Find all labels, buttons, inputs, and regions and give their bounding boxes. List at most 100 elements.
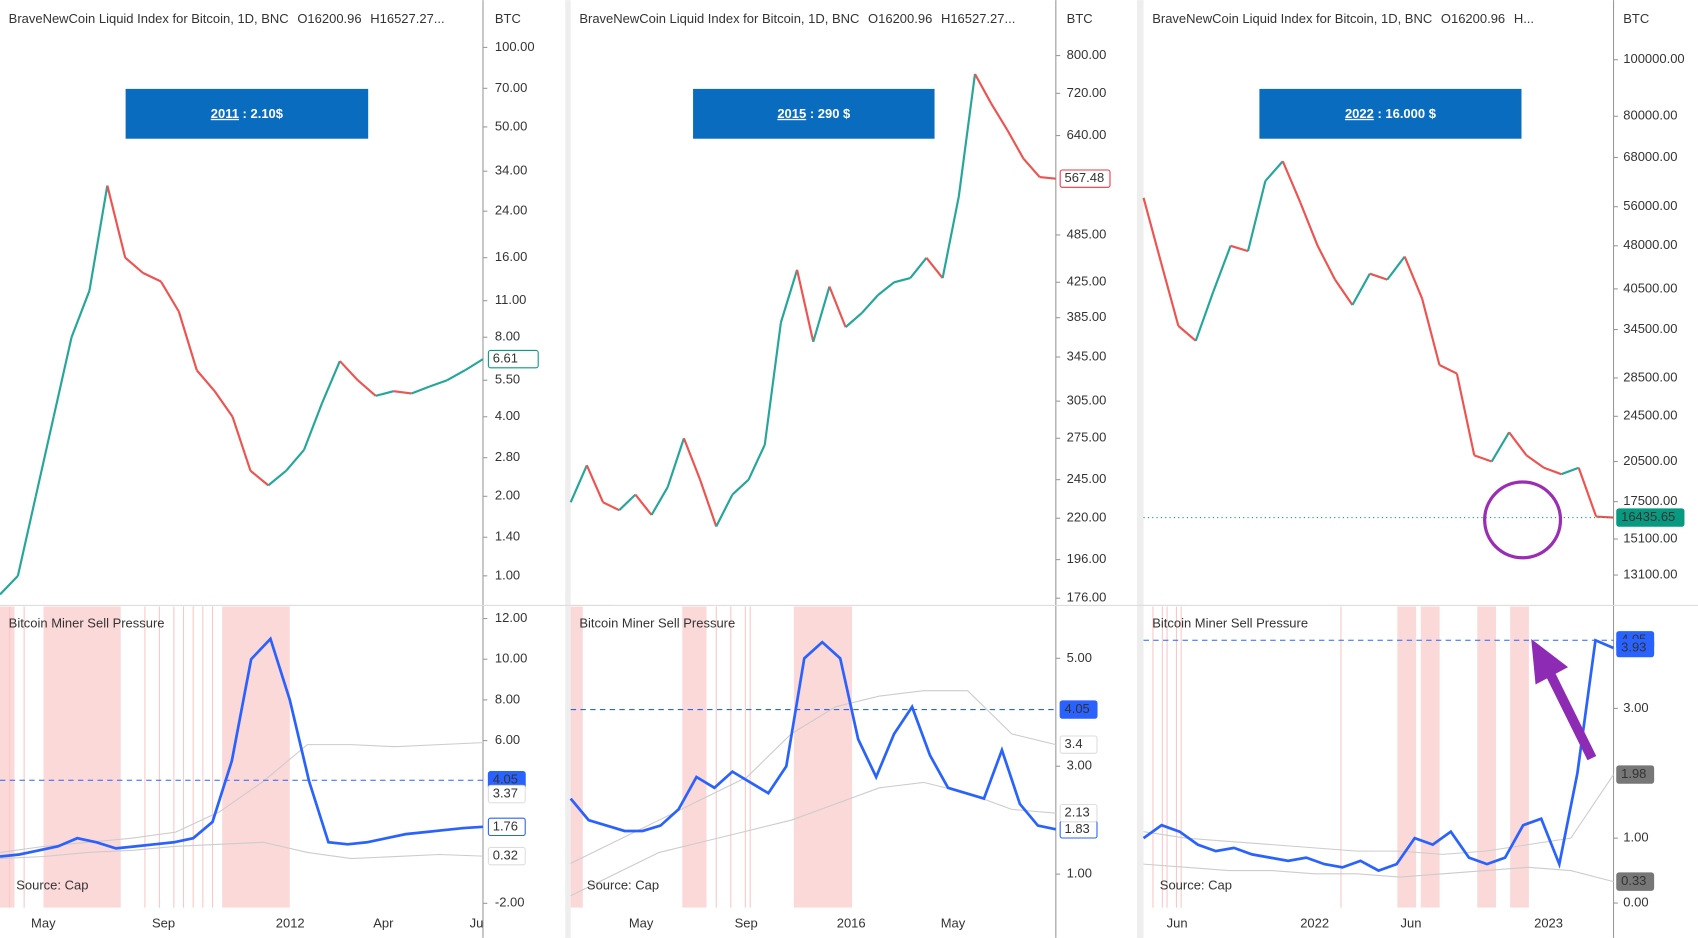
high-value: H16527.27... (370, 11, 444, 26)
source-label: Source: Cap (1160, 877, 1232, 892)
y-tick-label: 2.00 (495, 488, 520, 503)
price-segment (974, 73, 993, 104)
highlight-text: : 290 $ (806, 106, 851, 121)
price-segment (124, 256, 144, 274)
price-segment (160, 280, 180, 313)
tag-label: 6.61 (493, 351, 518, 366)
x-tick-label: Jun (1167, 915, 1188, 930)
tag-label: 1.98 (1621, 766, 1646, 781)
price-segment (957, 73, 977, 197)
y-tick-label: 275.00 (1067, 430, 1107, 445)
price-segment (1299, 201, 1319, 247)
y-tick-label: 100000.00 (1623, 51, 1684, 66)
y-tick-label: 13100.00 (1623, 566, 1677, 581)
tag-label: 16435.65 (1621, 509, 1675, 524)
tag-label: 3.37 (493, 786, 518, 801)
tag-box (1059, 735, 1098, 754)
y-tick-label: 40500.00 (1623, 280, 1677, 295)
price-segment (375, 390, 394, 397)
x-tick-label: 2016 (837, 915, 866, 930)
signal-zone (1420, 606, 1440, 908)
tag-box (487, 349, 539, 369)
price-segment (1438, 363, 1458, 375)
price-segment (1316, 245, 1336, 281)
price-segment (828, 286, 847, 328)
indicator-title: Bitcoin Miner Sell Pressure (579, 615, 735, 630)
tag-box (1616, 508, 1685, 527)
y-tick-label: 0.00 (1623, 894, 1648, 909)
tag-label: 2.13 (1064, 805, 1089, 820)
price-segment (1006, 129, 1025, 160)
tag-label: 3.93 (1621, 639, 1646, 654)
price-segment (1022, 157, 1041, 178)
price-segment (941, 196, 960, 279)
x-tick-label: May (629, 915, 654, 930)
price-segment (1560, 466, 1580, 476)
price-segment (812, 286, 831, 343)
price-segment (1525, 454, 1545, 469)
price-segment (231, 416, 252, 472)
price-segment (763, 322, 782, 445)
price-segment (1455, 373, 1476, 456)
price-segment (142, 272, 162, 283)
y-tick-label: 8.00 (495, 329, 520, 344)
y-tick-label: 80000.00 (1623, 108, 1677, 123)
tag-box (1059, 169, 1111, 188)
y-tick-label: 17500.00 (1623, 493, 1677, 508)
signal-zone (682, 606, 707, 908)
y-tick-label: 720.00 (1067, 85, 1107, 100)
x-tick-label: Sep (152, 915, 175, 930)
y-tick-label: 425.00 (1067, 274, 1107, 289)
y-tick-label: 24500.00 (1623, 408, 1677, 423)
y-tick-label: 16.00 (495, 249, 528, 264)
highlight-circle (1483, 480, 1563, 560)
arrow-shaft (1542, 663, 1597, 761)
indicator-line (1142, 638, 1615, 873)
high-value: H16527.27... (941, 11, 1015, 26)
highlight-label: 2011 : 2.10$ (211, 106, 284, 121)
y-tick-label: 28500.00 (1623, 369, 1677, 384)
price-segment (1039, 175, 1056, 180)
indicator-title: Bitcoin Miner Sell Pressure (1152, 615, 1308, 630)
price-segment (1543, 466, 1562, 476)
price-segment (747, 444, 766, 481)
price-segment (464, 358, 484, 372)
price-tag: 4.05 (1059, 700, 1098, 719)
chart-header: BraveNewCoin Liquid Index for Bitcoin, 1… (1152, 11, 1432, 26)
price-tag: 1.83 (1059, 820, 1098, 839)
panel-gap (565, 0, 571, 938)
signal-zone (1477, 606, 1497, 908)
price-segment (779, 269, 799, 323)
price-tag: 1.98 (1616, 765, 1655, 784)
y-tick-label: 345.00 (1067, 348, 1107, 363)
arrow-head (1531, 639, 1569, 685)
price-tag: 6.61 (487, 349, 539, 369)
signal-zone (43, 606, 121, 908)
price-segment (909, 257, 928, 279)
price-tag: 4.05 (487, 771, 526, 790)
y-tick-label: 800.00 (1067, 47, 1107, 62)
signal-zone (793, 606, 853, 908)
x-tick-label: Ju (470, 915, 484, 930)
open-value: O16200.96 (1441, 11, 1505, 26)
indicator-line (569, 640, 1057, 833)
x-tick-label: Jun (1401, 915, 1422, 930)
axis-unit: BTC (1067, 11, 1093, 26)
y-tick-label: 3.00 (1067, 758, 1092, 773)
tag-box (487, 846, 526, 866)
x-tick-label: Sep (735, 915, 758, 930)
y-tick-label: 15100.00 (1623, 530, 1677, 545)
indicator-line (0, 636, 484, 858)
tag-label: 4.05 (493, 772, 518, 787)
price-segment (1577, 467, 1598, 517)
open-value: O16200.96 (297, 11, 361, 26)
tag-label: 0.32 (493, 848, 518, 863)
price-segment (1264, 160, 1284, 182)
price-segment (602, 501, 620, 512)
axis-unit: BTC (495, 11, 521, 26)
price-segment (1386, 255, 1406, 281)
price-segment (446, 369, 466, 382)
y-tick-label: 196.00 (1067, 551, 1107, 566)
highlight-year: 2022 (1345, 106, 1374, 121)
